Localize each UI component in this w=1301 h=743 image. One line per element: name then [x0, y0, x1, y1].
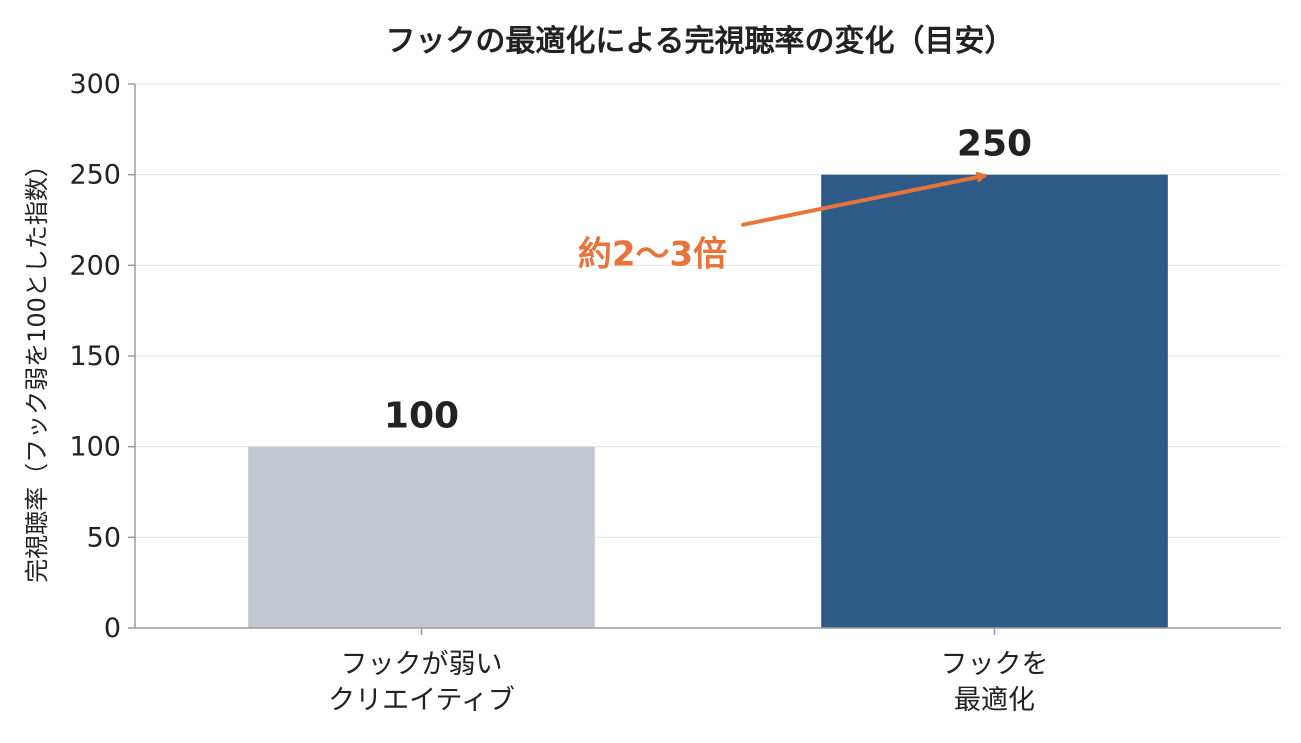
bars	[248, 174, 1168, 628]
annotation-arrow	[741, 176, 987, 227]
annotation: 約2〜3倍	[578, 176, 987, 275]
chart-title: フックの最適化による完視聴率の変化（目安）	[385, 24, 1014, 59]
x-tick-label: クリエイティブ	[328, 685, 515, 716]
x-tick-label: フックを	[941, 649, 1049, 680]
y-tick-label: 250	[69, 160, 121, 191]
x-tick-label: 最適化	[954, 685, 1035, 716]
data-label-0: 100	[384, 396, 459, 437]
y-tick-label: 50	[87, 522, 121, 553]
y-tick-label: 100	[69, 432, 121, 463]
data-label-1: 250	[957, 124, 1032, 165]
x-tick-label: フックが弱い	[341, 649, 503, 680]
y-tick-label: 300	[69, 69, 121, 100]
bar-0	[248, 446, 595, 628]
y-tick-label: 200	[69, 250, 121, 281]
y-tick-label: 0	[104, 613, 121, 644]
bar-1	[821, 174, 1168, 628]
annotation-text: 約2〜3倍	[578, 235, 727, 275]
y-axis-label: 完視聴率（フック弱を100とした指数）	[23, 153, 51, 583]
y-tick-label: 150	[69, 341, 121, 372]
data-labels: 100 250	[384, 124, 1032, 437]
